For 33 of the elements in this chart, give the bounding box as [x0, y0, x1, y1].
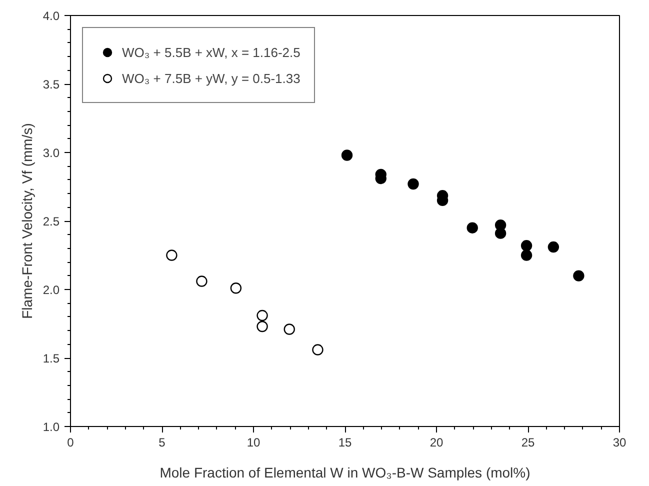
x-axis-title: Mole Fraction of Elemental W in WO₃-B-W Samples (mol%): [160, 464, 530, 480]
y-axis-title: Flame-Front Velocity, Vf (mm/s): [18, 123, 35, 319]
point: [548, 241, 560, 253]
point: [256, 310, 268, 322]
x-tick-label: 15: [338, 436, 352, 450]
point: [312, 344, 324, 356]
point: [408, 178, 419, 190]
point: [466, 222, 478, 234]
point: [256, 320, 268, 332]
y-tick-label: 1.0: [42, 420, 60, 434]
x-tick-label: 20: [430, 436, 444, 450]
x-tick-label: 5: [158, 436, 166, 450]
point: [494, 228, 506, 239]
x-tick-label: 25: [521, 436, 535, 450]
point: [573, 270, 584, 282]
point: [230, 282, 242, 294]
x-tick-label: 0: [67, 436, 74, 450]
point: [520, 240, 532, 252]
y-tick-label: 2.5: [42, 214, 60, 228]
legend-label: WO₃ + 5.5B + xW, x = 1.16-2.5: [122, 44, 300, 60]
x-tick-label: 30: [612, 436, 626, 450]
y-tick-label: 3.5: [42, 78, 60, 92]
y-tick-label: 3.0: [42, 146, 60, 160]
point: [166, 250, 178, 261]
y-tick-label: 1.5: [42, 352, 60, 366]
point: [520, 250, 532, 261]
point: [284, 324, 295, 335]
x-tick-label: 10: [246, 436, 260, 450]
y-tick-label: 4.0: [42, 9, 60, 23]
legend-label: WO₃ + 7.5B + yW, y = 0.5-1.33: [122, 70, 300, 86]
point: [196, 276, 208, 287]
point: [341, 150, 353, 161]
y-tick-label: 2.0: [42, 283, 60, 297]
